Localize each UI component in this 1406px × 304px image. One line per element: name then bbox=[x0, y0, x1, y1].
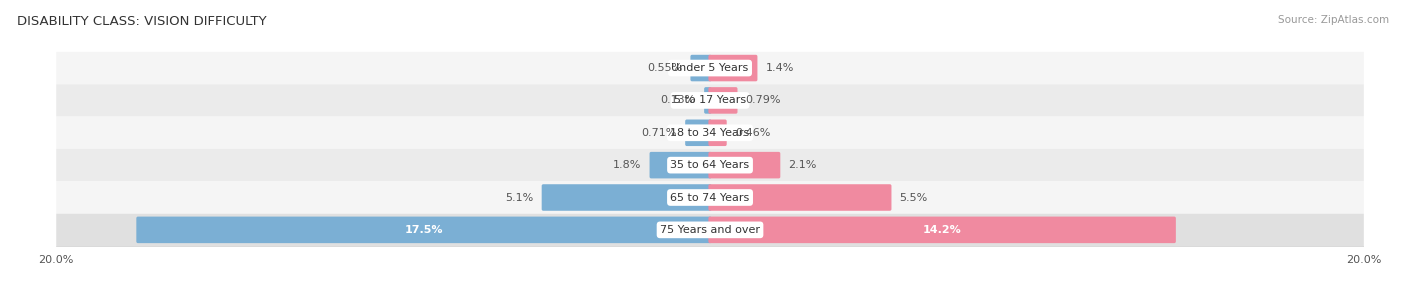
Text: 5.1%: 5.1% bbox=[505, 192, 533, 202]
FancyBboxPatch shape bbox=[709, 119, 727, 146]
FancyBboxPatch shape bbox=[56, 214, 1364, 246]
FancyBboxPatch shape bbox=[709, 87, 738, 114]
Text: 0.79%: 0.79% bbox=[745, 95, 782, 105]
Text: 1.8%: 1.8% bbox=[613, 160, 641, 170]
Text: 5 to 17 Years: 5 to 17 Years bbox=[673, 95, 747, 105]
Text: 0.71%: 0.71% bbox=[641, 128, 678, 138]
Text: 18 to 34 Years: 18 to 34 Years bbox=[671, 128, 749, 138]
FancyBboxPatch shape bbox=[56, 117, 1364, 149]
Text: 1.4%: 1.4% bbox=[766, 63, 794, 73]
Text: Source: ZipAtlas.com: Source: ZipAtlas.com bbox=[1278, 15, 1389, 25]
FancyBboxPatch shape bbox=[690, 55, 711, 81]
Text: 0.13%: 0.13% bbox=[661, 95, 696, 105]
Text: 35 to 64 Years: 35 to 64 Years bbox=[671, 160, 749, 170]
FancyBboxPatch shape bbox=[56, 181, 1364, 214]
FancyBboxPatch shape bbox=[56, 149, 1364, 181]
Text: 0.46%: 0.46% bbox=[735, 128, 770, 138]
Text: 5.5%: 5.5% bbox=[900, 192, 928, 202]
Text: Under 5 Years: Under 5 Years bbox=[672, 63, 748, 73]
FancyBboxPatch shape bbox=[685, 119, 711, 146]
Text: 2.1%: 2.1% bbox=[789, 160, 817, 170]
FancyBboxPatch shape bbox=[709, 216, 1175, 243]
FancyBboxPatch shape bbox=[56, 84, 1364, 117]
FancyBboxPatch shape bbox=[136, 216, 711, 243]
Text: 65 to 74 Years: 65 to 74 Years bbox=[671, 192, 749, 202]
Text: 0.55%: 0.55% bbox=[647, 63, 682, 73]
Text: 17.5%: 17.5% bbox=[405, 225, 443, 235]
FancyBboxPatch shape bbox=[709, 184, 891, 211]
FancyBboxPatch shape bbox=[709, 152, 780, 178]
Text: DISABILITY CLASS: VISION DIFFICULTY: DISABILITY CLASS: VISION DIFFICULTY bbox=[17, 15, 267, 28]
FancyBboxPatch shape bbox=[704, 87, 711, 114]
FancyBboxPatch shape bbox=[541, 184, 711, 211]
Text: 75 Years and over: 75 Years and over bbox=[659, 225, 761, 235]
FancyBboxPatch shape bbox=[709, 55, 758, 81]
FancyBboxPatch shape bbox=[650, 152, 711, 178]
FancyBboxPatch shape bbox=[56, 52, 1364, 84]
Text: 14.2%: 14.2% bbox=[922, 225, 962, 235]
